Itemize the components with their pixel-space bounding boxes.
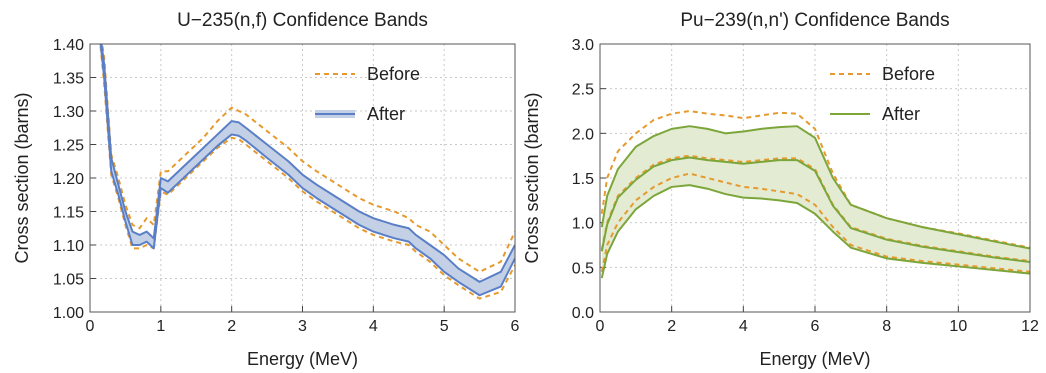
legend-label-before: Before (882, 64, 935, 84)
x-tick-label: 6 (511, 318, 520, 335)
y-tick-label: 1.20 (53, 171, 84, 188)
x-tick-label: 12 (1021, 318, 1039, 335)
series-line-mean (600, 156, 1030, 263)
x-tick-label: 4 (369, 318, 378, 335)
series-line-after (100, 44, 515, 283)
y-axis-label: Cross section (barns) (12, 92, 32, 263)
series-line-after (99, 44, 515, 297)
y-axis-label: Cross section (barns) (522, 92, 542, 263)
series-line-after (600, 184, 1030, 279)
x-tick-label: 0 (86, 318, 95, 335)
x-tick-label: 10 (949, 318, 967, 335)
series-line-before (99, 44, 515, 300)
plot-area (600, 110, 1030, 279)
y-tick-label: 3.0 (572, 37, 594, 54)
plot-frame (89, 43, 516, 313)
y-tick-label: 1.35 (53, 71, 84, 88)
chart-pu239: 0 2 4 6 8 10 12 0.0 0.5 1.0 1.5 2.0 2.5 3.0 Pu−239(n,n… (522, 10, 1039, 369)
plot-frame (599, 43, 1031, 313)
y-tick-label: 1.00 (53, 305, 84, 322)
plot-area (99, 44, 515, 300)
chart-u235: 0 1 2 3 4 5 6 1.00 1.05 1.10 1.15 1.20 1.25 1.30 1.35 1… (12, 10, 520, 369)
x-tick-label: 1 (156, 318, 165, 335)
x-tick-label: 0 (596, 318, 605, 335)
chart-title: Pu−239(n,n') Confidence Bands (680, 10, 949, 31)
series-line-before (600, 172, 1030, 273)
x-tick-label: 5 (440, 318, 449, 335)
y-tick-label: 1.40 (53, 37, 84, 54)
series-line-before (101, 44, 515, 273)
legend-label-after: After (367, 104, 405, 124)
x-tick-label: 4 (739, 318, 748, 335)
y-tick-label: 1.25 (53, 138, 84, 155)
y-tick-label: 0.5 (572, 260, 594, 277)
series-line-after (600, 125, 1030, 250)
y-tick-label: 1.15 (53, 205, 84, 222)
x-axis-label: Energy (MeV) (247, 349, 358, 369)
after-band-fill (601, 126, 1030, 279)
after-band-fill (100, 44, 515, 296)
x-tick-label: 6 (811, 318, 820, 335)
y-tick-label: 0.0 (572, 305, 594, 322)
y-tick-label: 1.0 (572, 216, 594, 233)
x-tick-label: 8 (882, 318, 891, 335)
x-tick-label: 3 (298, 318, 307, 335)
y-tick-label: 2.0 (572, 126, 594, 143)
y-tick-label: 1.5 (572, 171, 594, 188)
legend-label-before: Before (367, 64, 420, 84)
x-axis-label: Energy (MeV) (759, 349, 870, 369)
legend-label-after: After (882, 104, 920, 124)
y-tick-label: 1.30 (53, 104, 84, 121)
y-tick-label: 1.05 (53, 272, 84, 289)
y-tick-label: 1.10 (53, 238, 84, 255)
x-tick-label: 2 (667, 318, 676, 335)
chart-title: U−235(n,f) Confidence Bands (177, 10, 428, 31)
y-tick-label: 2.5 (572, 82, 594, 99)
x-tick-label: 2 (227, 318, 236, 335)
